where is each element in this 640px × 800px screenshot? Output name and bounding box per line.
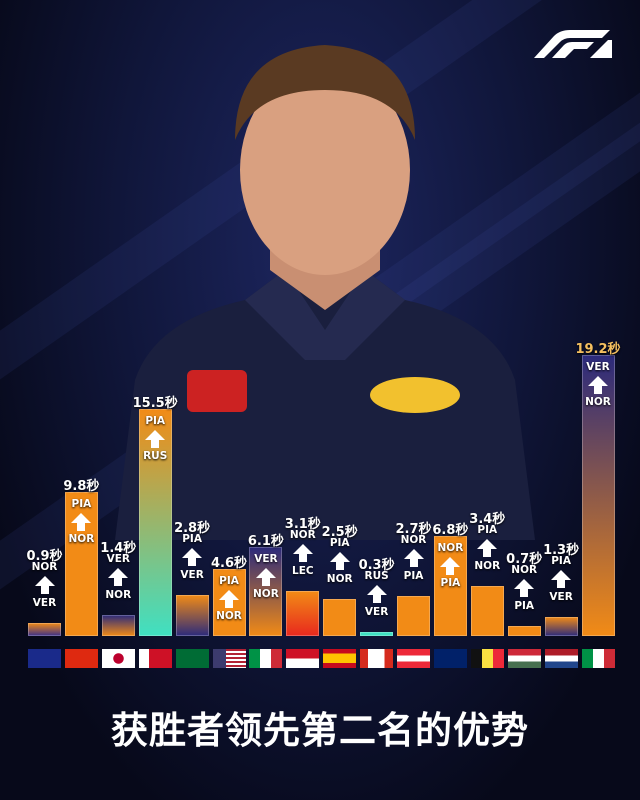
arrow-up-icon (255, 567, 276, 586)
driver-portrait (115, 45, 535, 540)
winner-label: NOR (400, 534, 427, 547)
arrow-up-icon (551, 569, 572, 588)
arrow-up-icon (403, 549, 424, 568)
runner-up-label: RUS (143, 449, 168, 462)
arrow-up-icon (145, 429, 166, 448)
bar (544, 616, 578, 636)
bar-value-label: 1.3秒 (543, 542, 580, 558)
bar (28, 622, 61, 636)
runner-up-label: NOR (252, 587, 279, 600)
bar (470, 586, 504, 636)
flag-netherlands (544, 649, 578, 668)
bar (249, 546, 283, 636)
bar-value-label: 2.5秒 (321, 525, 358, 541)
arrow-up-icon (329, 552, 350, 571)
flag-italy (581, 649, 615, 668)
flag-austria (397, 649, 430, 668)
runner-up-label: VER (549, 590, 573, 603)
winner-label: NOR (289, 528, 316, 541)
arrow-up-icon (477, 539, 498, 558)
bar (175, 594, 209, 636)
winner-label: PIA (329, 537, 350, 550)
winner-label: PIA (71, 498, 92, 511)
runner-up-label: VER (32, 596, 57, 609)
winner-label: PIA (551, 554, 571, 567)
runner-up-label: NOR (68, 533, 95, 546)
flag-belgium (470, 649, 504, 668)
winner-label: NOR (511, 563, 538, 576)
bar-value-label: 1.4秒 (100, 541, 137, 557)
arrow-up-icon (71, 513, 92, 532)
winner-label: VER (586, 360, 610, 373)
flag-usa (212, 649, 246, 668)
arrow-up-icon (366, 584, 387, 603)
bar-value-label: 3.4秒 (469, 512, 506, 528)
winner-label: PIA (182, 532, 202, 545)
runner-up-label: PIA (440, 577, 461, 590)
flag-great-britain (433, 649, 467, 668)
bar-value-label: 4.6秒 (210, 555, 248, 571)
runner-up-label: NOR (216, 609, 242, 622)
flag-saudi-arabia (175, 649, 209, 668)
runner-up-label: NOR (585, 395, 611, 408)
bar-value-label: 0.9秒 (26, 548, 63, 564)
runner-up-label: NOR (105, 589, 132, 602)
flag-japan (101, 649, 135, 668)
bar-value-label: 0.7秒 (506, 551, 543, 567)
flag-monaco (286, 649, 320, 668)
f1-logo (534, 30, 612, 58)
winner-label: NOR (31, 560, 58, 573)
winner-label: PIA (477, 524, 498, 537)
bar-value-label: 6.8秒 (432, 523, 469, 539)
winner-label: PIA (219, 574, 239, 587)
runner-up-label: VER (180, 568, 204, 581)
bar-value-label: 19.2秒 (575, 341, 621, 357)
runner-up-label: NOR (474, 560, 501, 573)
runner-up-label: LEC (292, 564, 314, 577)
bar (323, 599, 357, 636)
bar-value-label: 0.3秒 (358, 557, 395, 573)
bar-value-label: 9.8秒 (63, 479, 100, 495)
runner-up-label: PIA (403, 570, 424, 583)
flag-hungary (507, 649, 541, 668)
flag-australia (28, 649, 61, 668)
bar (360, 631, 394, 636)
arrow-up-icon (108, 568, 129, 587)
arrow-up-icon (588, 375, 608, 394)
runner-up-label: PIA (514, 599, 535, 612)
flag-canada (360, 649, 394, 668)
arrow-up-icon (440, 557, 461, 576)
arrow-up-icon (514, 578, 535, 597)
bar-value-label: 15.5秒 (132, 395, 178, 411)
bar (433, 536, 467, 636)
runner-up-label: NOR (326, 573, 353, 586)
winner-label: VER (254, 552, 278, 565)
bar-value-label: 2.8秒 (174, 520, 211, 536)
page-title: 获胜者领先第二名的优势 (111, 709, 529, 752)
winner-label: RUS (364, 569, 389, 582)
winner-label: VER (106, 553, 130, 566)
flag-bahrain (138, 649, 172, 668)
bar (101, 615, 135, 636)
flag-spain (323, 649, 357, 668)
flag-china (64, 649, 98, 668)
bar (286, 590, 320, 636)
winner-label: NOR (437, 542, 464, 555)
bar (397, 596, 430, 636)
arrow-up-icon (182, 547, 203, 566)
runner-up-label: VER (364, 605, 389, 618)
winner-label: PIA (145, 414, 166, 427)
bar-value-label: 6.1秒 (247, 533, 284, 549)
bar (581, 354, 615, 636)
bar-value-label: 3.1秒 (284, 516, 321, 532)
bar (507, 625, 541, 636)
flag-italy (249, 649, 283, 668)
bar-value-label: 2.7秒 (395, 522, 432, 538)
arrow-up-icon (219, 589, 239, 608)
margin-bar-chart: 0.9秒 NOR VER 9.8秒 PIA NOR 1.4秒 VER NOR 15.5秒 PIA RU… (26, 341, 621, 668)
arrow-up-icon (292, 543, 313, 562)
arrow-up-icon (34, 575, 55, 594)
